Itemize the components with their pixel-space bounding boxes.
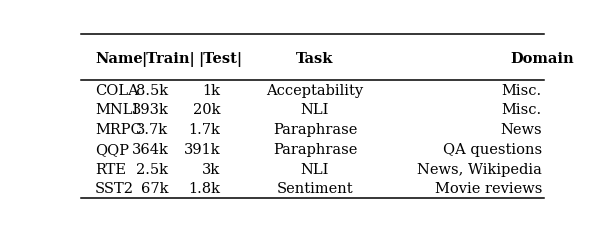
Text: Sentiment: Sentiment bbox=[277, 182, 353, 196]
Text: QQP: QQP bbox=[95, 142, 129, 156]
Text: 3k: 3k bbox=[202, 162, 220, 176]
Text: 3.7k: 3.7k bbox=[136, 123, 168, 136]
Text: Domain: Domain bbox=[510, 52, 574, 66]
Text: MNLI: MNLI bbox=[95, 103, 138, 117]
Text: 1.7k: 1.7k bbox=[188, 123, 220, 136]
Text: 391k: 391k bbox=[184, 142, 220, 156]
Text: News, Wikipedia: News, Wikipedia bbox=[417, 162, 542, 176]
Text: 364k: 364k bbox=[132, 142, 168, 156]
Text: 393k: 393k bbox=[132, 103, 168, 117]
Text: |Train|: |Train| bbox=[142, 52, 195, 67]
Text: QA questions: QA questions bbox=[443, 142, 542, 156]
Text: SST2: SST2 bbox=[95, 182, 134, 196]
Text: 1k: 1k bbox=[203, 83, 220, 97]
Text: 67k: 67k bbox=[141, 182, 168, 196]
Text: NLI: NLI bbox=[301, 103, 329, 117]
Text: Movie reviews: Movie reviews bbox=[434, 182, 542, 196]
Text: 20k: 20k bbox=[193, 103, 220, 117]
Text: NLI: NLI bbox=[301, 162, 329, 176]
Text: 1.8k: 1.8k bbox=[188, 182, 220, 196]
Text: |Test|: |Test| bbox=[198, 52, 243, 67]
Text: Task: Task bbox=[296, 52, 334, 66]
Text: Paraphrase: Paraphrase bbox=[273, 123, 357, 136]
Text: COLA: COLA bbox=[95, 83, 139, 97]
Text: Paraphrase: Paraphrase bbox=[273, 142, 357, 156]
Text: News: News bbox=[500, 123, 542, 136]
Text: Misc.: Misc. bbox=[502, 83, 542, 97]
Text: Acceptability: Acceptability bbox=[267, 83, 364, 97]
Text: MRPC: MRPC bbox=[95, 123, 142, 136]
Text: Name: Name bbox=[95, 52, 143, 66]
Text: RTE: RTE bbox=[95, 162, 126, 176]
Text: 8.5k: 8.5k bbox=[136, 83, 168, 97]
Text: 2.5k: 2.5k bbox=[137, 162, 168, 176]
Text: Misc.: Misc. bbox=[502, 103, 542, 117]
